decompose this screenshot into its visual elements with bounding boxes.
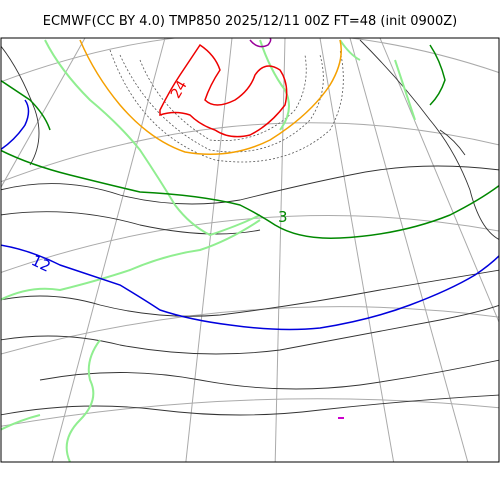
green-contour — [429, 44, 446, 106]
contour-label-warm: 24 — [168, 78, 191, 102]
black-contours — [1, 39, 499, 416]
dotted-contours — [109, 49, 344, 163]
map-frame — [0, 37, 500, 463]
blue-contour — [1, 99, 30, 151]
latitude-line — [1, 398, 499, 427]
green-contour — [1, 149, 499, 239]
light-green-contours — [1, 39, 416, 462]
contour-label-cold: 12 — [29, 251, 54, 275]
latitude-line — [1, 38, 499, 83]
graticule — [1, 38, 499, 462]
longitude-line — [379, 38, 499, 324]
orange-contour — [79, 39, 342, 156]
red-contour — [159, 43, 288, 138]
latitude-line — [1, 122, 499, 183]
latitude-line — [1, 306, 499, 355]
map-title: ECMWF(CC BY 4.0) TMP850 2025/12/11 00Z F… — [42, 14, 458, 29]
longitude-line — [274, 38, 286, 462]
longitude-line — [51, 38, 166, 462]
longitude-line — [185, 38, 233, 462]
longitude-line — [319, 38, 395, 462]
longitude-line — [1, 38, 86, 189]
purple-contour — [249, 38, 272, 48]
contour-label-mid: 3 — [278, 208, 288, 226]
blue-contour — [1, 244, 499, 331]
green-contour — [1, 79, 51, 131]
